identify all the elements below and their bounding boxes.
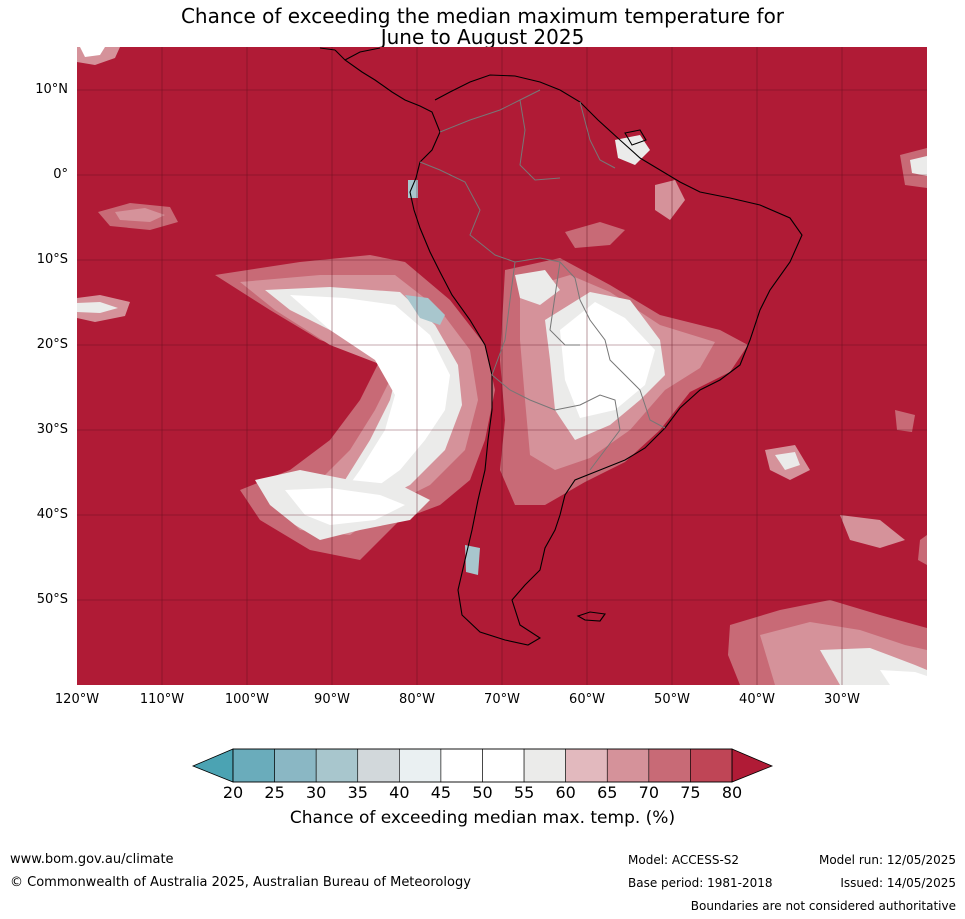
coastline-falklands <box>576 611 606 622</box>
footer-copyright: © Commonwealth of Australia 2025, Austra… <box>10 875 471 890</box>
lon-label-100w: 100°W <box>224 692 270 707</box>
lon-label-30w: 30°W <box>824 692 860 707</box>
region-satl-5 <box>918 535 927 565</box>
colorbar-tick-label: 70 <box>638 783 659 802</box>
region-bolivia-60 <box>515 270 560 305</box>
lat-label-50s: 50°S <box>36 592 68 607</box>
colorbar-tick-label: 20 <box>222 783 244 802</box>
lat-label-30s: 30°S <box>36 422 68 437</box>
footer-disclaimer: Boundaries are not considered authoritat… <box>690 899 956 913</box>
colorbar-cell <box>357 748 400 783</box>
colorbar-tick-label: 55 <box>513 783 535 802</box>
region-satl-3 <box>840 515 905 548</box>
graticule <box>77 47 927 685</box>
lon-label-40w: 40°W <box>739 692 775 707</box>
region-amazon-spot-3 <box>565 222 625 248</box>
region-nw-corner-white <box>80 47 105 57</box>
lon-label-70w: 70°W <box>484 692 520 707</box>
lat-label-10s: 10°S <box>36 252 68 267</box>
lon-label-120w: 120°W <box>54 692 100 707</box>
colorbar-lower-extension <box>191 748 234 783</box>
colorbar-tick-label: 25 <box>264 783 285 802</box>
coastline-central-america <box>319 47 381 61</box>
region-ecuador-35 <box>408 180 418 198</box>
region-pacific-50 <box>290 295 450 505</box>
region-amazon-spot-2 <box>655 180 685 220</box>
colorbar-tick-label: 40 <box>389 783 410 802</box>
colorbar-cell <box>523 748 566 783</box>
colorbar-label: Chance of exceeding median max. temp. (%… <box>289 808 676 828</box>
colorbar-tick-label: 60 <box>555 783 576 802</box>
region-sw-band-50 <box>880 670 927 685</box>
colorbar-tick-label: 50 <box>472 783 493 802</box>
colorbar-cell <box>565 748 608 783</box>
colorbar-tick-label: 65 <box>597 783 618 802</box>
colorbar <box>191 748 774 783</box>
footer-issued: Issued: 14/05/2025 <box>840 876 956 890</box>
colorbar-tick-label: 80 <box>721 783 743 802</box>
lat-label-40s: 40°S <box>36 507 68 522</box>
colorbar-cell <box>232 748 275 783</box>
region-patagonia-35 <box>465 545 480 575</box>
lon-label-50w: 50°W <box>654 692 690 707</box>
map-title: Chance of exceeding the median maximum t… <box>0 6 965 48</box>
colorbar-cell <box>274 748 317 783</box>
region-westpac-60 <box>77 302 118 313</box>
region-eqpac-65 <box>115 208 165 222</box>
colorbar-upper-extension <box>731 748 774 783</box>
colorbar-tick-label: 35 <box>347 783 368 802</box>
colorbar-cell <box>648 748 691 783</box>
region-amazon-spot-1 <box>615 135 650 165</box>
region-pacific-40 <box>405 295 445 325</box>
colorbar-cell <box>606 748 650 783</box>
colorbar-outline <box>232 748 733 783</box>
title-line-1: Chance of exceeding the median maximum t… <box>180 4 785 28</box>
colorbar-tick-label: 75 <box>680 783 701 802</box>
lat-label-0: 0° <box>53 167 68 182</box>
lon-label-110w: 110°W <box>139 692 185 707</box>
region-satl-4 <box>895 410 915 432</box>
colorbar-tick-label: 45 <box>430 783 452 802</box>
region-brazil-50 <box>560 302 655 418</box>
lon-label-80w: 80°W <box>399 692 435 707</box>
country-borders <box>419 89 666 471</box>
colorbar-cell <box>440 748 483 783</box>
coastlines <box>319 47 803 646</box>
lon-label-60w: 60°W <box>569 692 605 707</box>
colorbar-cell <box>482 748 525 783</box>
region-satl-2 <box>775 452 800 470</box>
probability-regions <box>77 47 927 685</box>
title-line-2: June to August 2025 <box>380 25 585 49</box>
colorbar-cell <box>399 748 442 783</box>
region-southpac-50 <box>285 488 405 525</box>
lat-label-20s: 20°S <box>36 337 68 352</box>
footer-model-run: Model run: 12/05/2025 <box>818 853 956 867</box>
colorbar-cell <box>315 748 359 783</box>
coastline-south-america <box>334 49 803 646</box>
lat-label-10n: 10°N <box>35 82 68 97</box>
lon-label-90w: 90°W <box>314 692 350 707</box>
footer-model: Model: ACCESS-S2 <box>628 853 740 867</box>
colorbar-tick-label: 30 <box>305 783 327 802</box>
footer-website: www.bom.gov.au/climate <box>10 852 174 867</box>
region-atl-eq-60 <box>910 156 927 176</box>
colorbar-cell <box>690 748 733 783</box>
footer-base-period: Base period: 1981-2018 <box>628 876 773 890</box>
coastline-marajo <box>624 129 647 146</box>
